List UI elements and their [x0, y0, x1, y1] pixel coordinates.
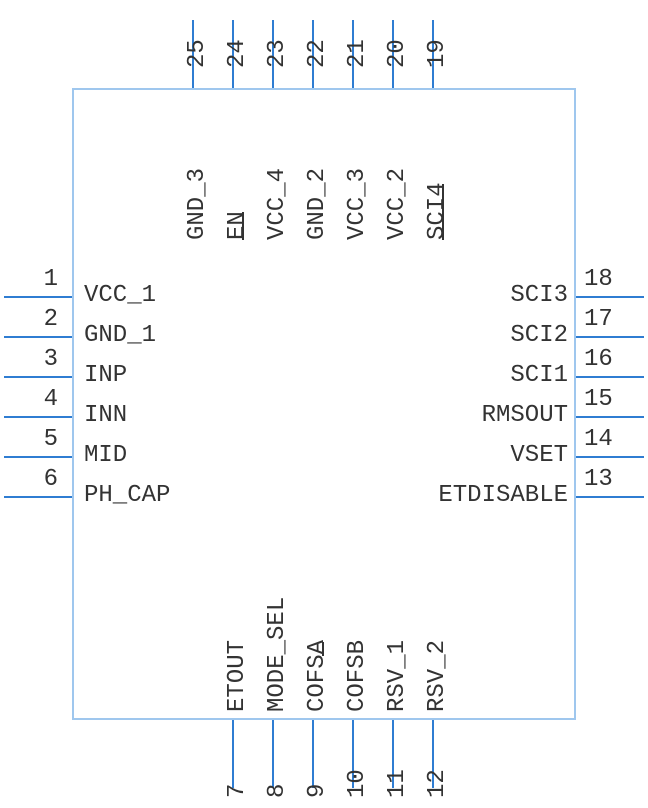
pin-label-21: VCC_3 [344, 168, 371, 240]
pin-lead-left-1 [4, 296, 72, 298]
pin-label-6: PH_CAP [84, 482, 170, 509]
pin-lead-bottom-8 [272, 720, 274, 788]
pin-label-24: EN [224, 211, 251, 240]
pin-label-16: SCI1 [510, 362, 568, 389]
pin-num-6: 6 [8, 466, 58, 493]
pin-num-12: 12 [424, 769, 451, 798]
pin-lead-bottom-7 [232, 720, 234, 788]
pin-num-1: 1 [8, 266, 58, 293]
pin-label-3: INP [84, 362, 127, 389]
pin-label-5: MID [84, 442, 127, 469]
pin-num-3: 3 [8, 346, 58, 373]
pin-num-23: 23 [264, 39, 291, 68]
pin-label-12: RSV_2 [424, 640, 451, 712]
pin-num-10: 10 [344, 769, 371, 798]
pin-num-7: 7 [224, 784, 251, 798]
pin-lead-right-14 [576, 456, 644, 458]
pin-num-25: 25 [184, 39, 211, 68]
pin-label-8: MODE_SEL [264, 597, 291, 712]
pin-label-19: SCI4 [424, 182, 451, 240]
pin-label-13: ETDISABLE [438, 482, 568, 509]
pin-num-22: 22 [304, 39, 331, 68]
pin-label-1: VCC_1 [84, 282, 156, 309]
pin-label-14: VSET [510, 442, 568, 469]
pin-label-17: SCI2 [510, 322, 568, 349]
pin-lead-right-18 [576, 296, 644, 298]
pin-lead-left-3 [4, 376, 72, 378]
pin-label-20: VCC_2 [384, 168, 411, 240]
pin-label-9: COFSA [304, 640, 331, 712]
pin-num-18: 18 [584, 266, 634, 293]
pin-num-4: 4 [8, 386, 58, 413]
pin-lead-left-6 [4, 496, 72, 498]
pin-label-11: RSV_1 [384, 640, 411, 712]
pin-num-15: 15 [584, 386, 634, 413]
pin-num-21: 21 [344, 39, 371, 68]
pin-num-17: 17 [584, 306, 634, 333]
pin-lead-right-13 [576, 496, 644, 498]
pin-num-20: 20 [384, 39, 411, 68]
pin-num-11: 11 [384, 769, 411, 798]
pin-lead-left-2 [4, 336, 72, 338]
pin-lead-right-16 [576, 376, 644, 378]
pin-label-4: INN [84, 402, 127, 429]
pin-label-10: COFSB [344, 640, 371, 712]
pin-num-16: 16 [584, 346, 634, 373]
pin-lead-left-5 [4, 456, 72, 458]
pin-label-22: GND_2 [304, 168, 331, 240]
pin-num-24: 24 [224, 39, 251, 68]
pin-num-5: 5 [8, 426, 58, 453]
pin-num-9: 9 [304, 784, 331, 798]
pin-num-19: 19 [424, 39, 451, 68]
pin-overline-19 [442, 184, 444, 240]
pin-label-2: GND_1 [84, 322, 156, 349]
pin-lead-right-15 [576, 416, 644, 418]
pin-overline-24 [242, 212, 244, 240]
pin-label-18: SCI3 [510, 282, 568, 309]
pin-lead-bottom-9 [312, 720, 314, 788]
pin-lead-right-17 [576, 336, 644, 338]
pin-label-23: VCC_4 [264, 168, 291, 240]
pin-lead-left-4 [4, 416, 72, 418]
pin-num-8: 8 [264, 784, 291, 798]
pin-label-25: GND_3 [184, 168, 211, 240]
pin-num-14: 14 [584, 426, 634, 453]
pin-label-15: RMSOUT [482, 402, 568, 429]
pin-num-2: 2 [8, 306, 58, 333]
pin-label-7: ETOUT [224, 640, 251, 712]
pin-num-13: 13 [584, 466, 634, 493]
pin-overline-9-4 [322, 642, 324, 656]
